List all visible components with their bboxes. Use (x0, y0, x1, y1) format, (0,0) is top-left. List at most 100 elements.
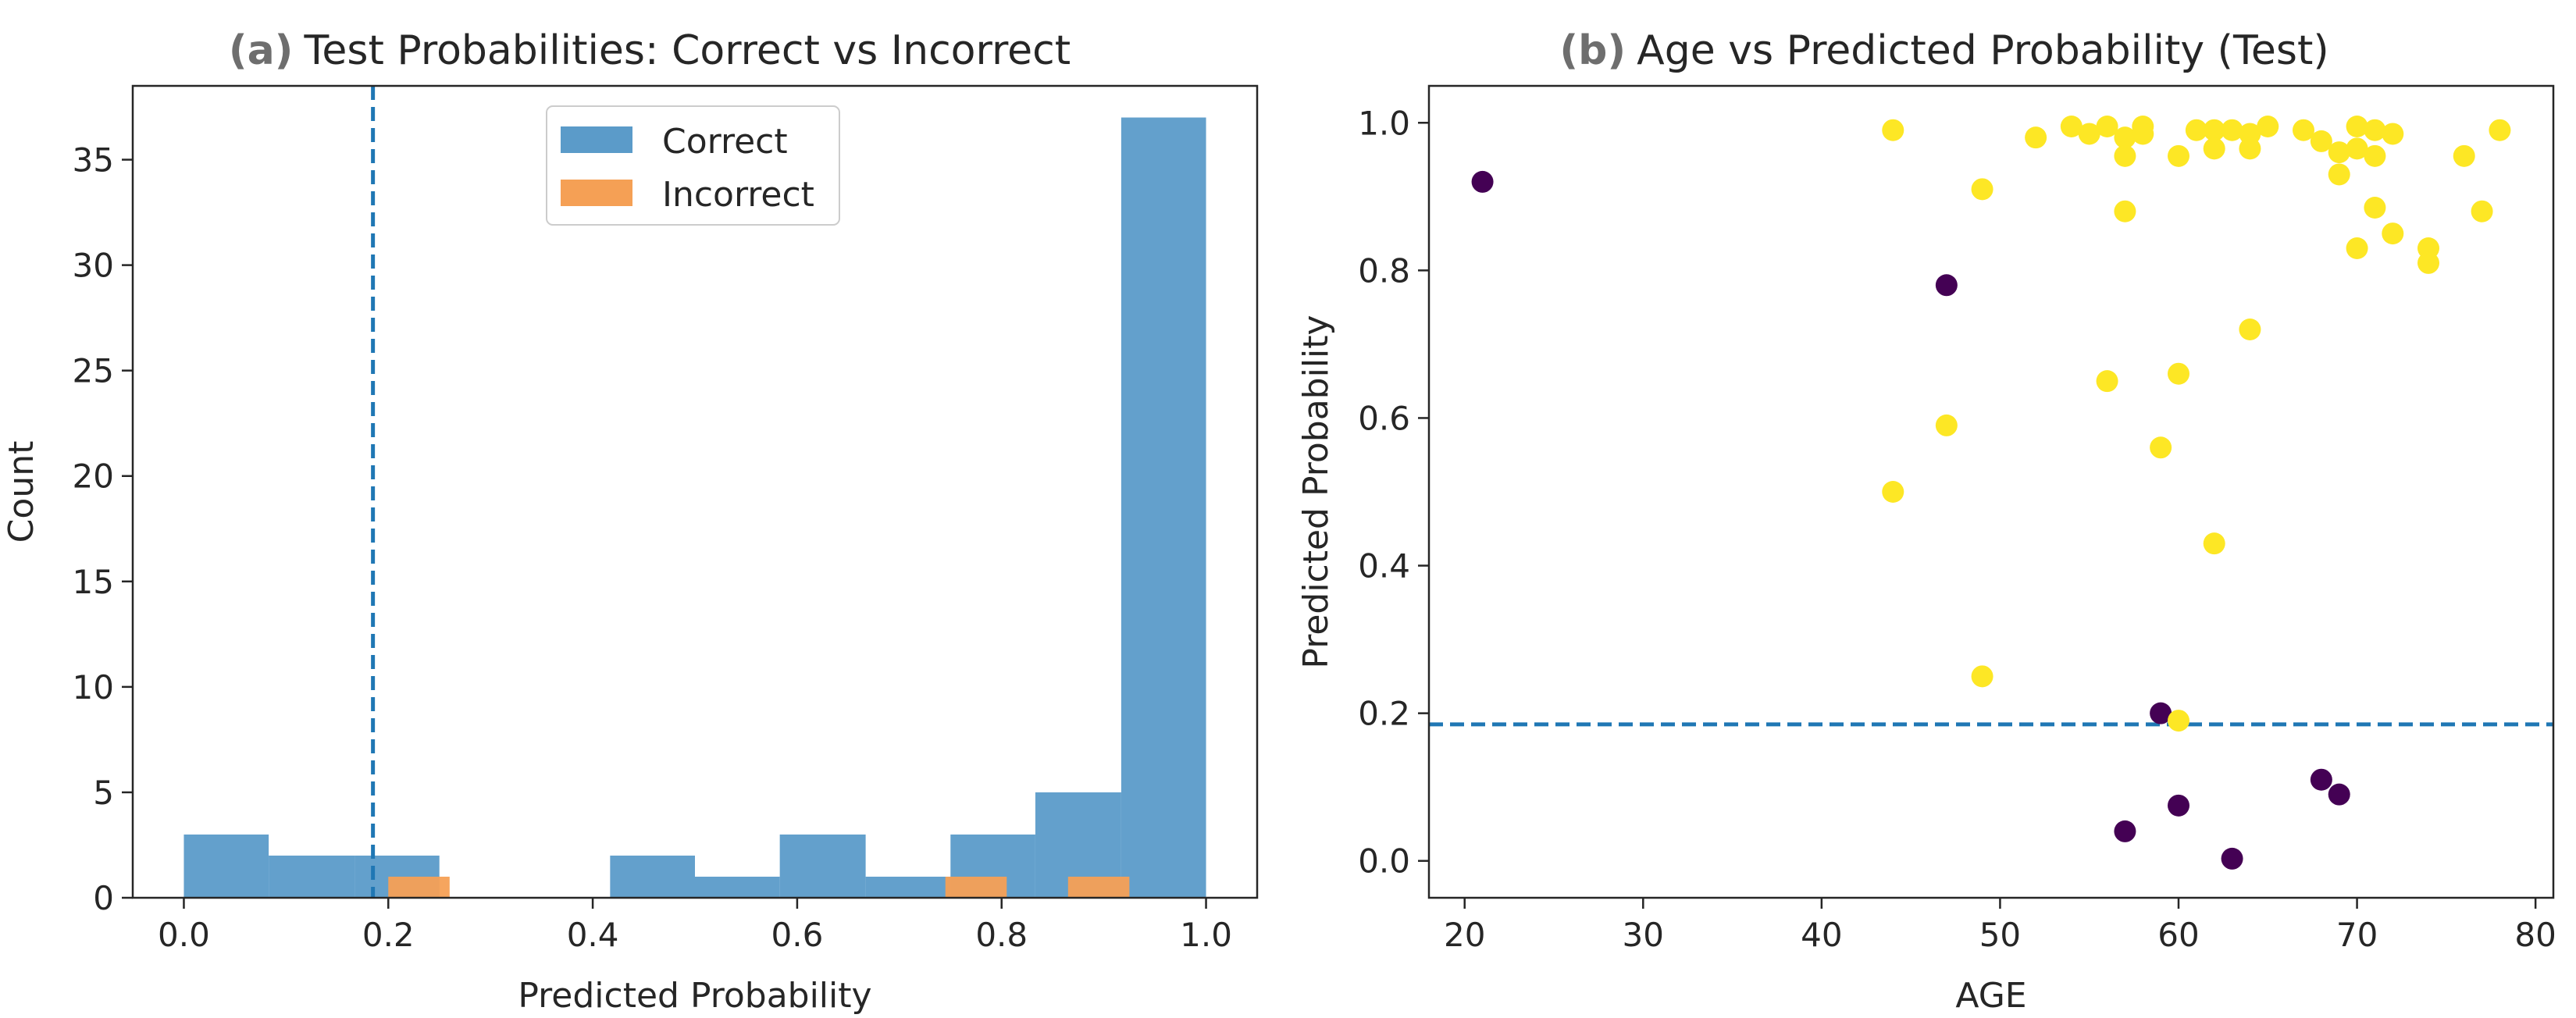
scatter-x-tick-label: 80 (2514, 916, 2556, 954)
scatter-y-tick-label: 0.4 (1358, 547, 1410, 586)
histogram-title-text: Test Probabilities: Correct vs Incorrect (303, 27, 1071, 74)
scatter-point-class-0 (2150, 702, 2172, 724)
histogram-y-tick-label: 25 (73, 352, 114, 390)
histogram-plot-frame (131, 84, 1259, 899)
scatter-point-class-1 (2453, 144, 2475, 167)
scatter-x-tick-label: 20 (1444, 916, 1485, 954)
scatter-points (1471, 116, 2511, 870)
histogram-y-ticks: 0 5 10 15 20 25 30 35 (73, 141, 133, 917)
scatter-point-class-1 (2221, 119, 2243, 141)
histogram-bar-correct (865, 876, 951, 898)
histogram-bars (183, 117, 1206, 899)
scatter-point-class-1 (2382, 123, 2404, 145)
histogram-bar-incorrect (388, 876, 450, 898)
scatter-point-class-1 (1971, 178, 1993, 201)
scatter-title-text: Age vs Predicted Probability (Test) (1637, 27, 2329, 74)
histogram-bar-incorrect (945, 876, 1007, 898)
scatter-point-class-1 (2203, 119, 2225, 141)
histogram-y-tick-label: 20 (73, 457, 114, 496)
scatter-x-tick-label: 40 (1801, 916, 1842, 954)
histogram-x-tick-label: 0.8 (975, 916, 1028, 954)
histogram-x-ticks: 0.0 0.2 0.4 0.6 0.8 1.0 (158, 898, 1232, 954)
legend-swatch-incorrect (561, 180, 632, 206)
histogram-bar-correct (610, 855, 695, 898)
scatter-plot-frame (1427, 84, 2555, 899)
scatter-y-tick-label: 1.0 (1358, 104, 1410, 142)
scatter-y-ticks: 0.0 0.2 0.4 0.6 0.8 1.0 (1358, 104, 1429, 881)
histogram-y-tick-label: 30 (73, 247, 114, 285)
scatter-y-tick-label: 0.0 (1358, 842, 1410, 881)
scatter-title: (b) Age vs Predicted Probability (Test) (1559, 27, 2328, 74)
scatter-point-class-1 (2310, 130, 2332, 152)
scatter-point-class-1 (1882, 119, 1904, 141)
scatter-x-tick-label: 60 (2157, 916, 2199, 954)
histogram-x-tick-label: 0.2 (362, 916, 415, 954)
scatter-point-class-1 (2239, 319, 2261, 340)
scatter-y-tick-label: 0.2 (1358, 695, 1410, 733)
scatter-y-tick-label: 0.8 (1358, 251, 1410, 290)
scatter-point-class-0 (1471, 170, 1494, 193)
scatter-point-class-1 (2346, 116, 2368, 137)
histogram-x-tick-label: 1.0 (1180, 916, 1232, 954)
histogram-x-tick-label: 0.4 (567, 916, 619, 954)
scatter-title-prefix: (b) (1559, 27, 1626, 74)
legend-label-incorrect: Incorrect (662, 175, 814, 215)
scatter-point-class-1 (2489, 119, 2511, 141)
histogram-x-axis-label: Predicted Probability (518, 976, 871, 1016)
scatter-point-class-0 (2328, 783, 2350, 806)
scatter-point-class-1 (2328, 163, 2350, 186)
histogram-y-axis-label: Count (2, 441, 41, 543)
histogram-y-tick-label: 10 (73, 668, 114, 707)
scatter-point-class-1 (2328, 141, 2350, 164)
histogram-title: (a) Test Probabilities: Correct vs Incorr… (229, 27, 1071, 74)
histogram-y-tick-label: 5 (93, 774, 114, 812)
scatter-point-class-1 (2417, 251, 2439, 274)
scatter-point-class-1 (2096, 116, 2118, 137)
scatter-point-class-1 (2168, 710, 2189, 732)
scatter-point-class-1 (2382, 222, 2404, 245)
scatter-point-class-1 (2096, 370, 2118, 393)
scatter-point-class-0 (2168, 794, 2189, 817)
scatter-point-class-0 (1935, 274, 1958, 297)
histogram-x-tick-label: 0.0 (158, 916, 210, 954)
histogram-bar-correct (695, 876, 780, 898)
scatter-point-class-1 (2346, 137, 2368, 160)
scatter-point-class-1 (2168, 362, 2189, 385)
histogram-legend: Correct Incorrect (546, 105, 840, 226)
scatter-point-class-1 (2203, 137, 2225, 160)
scatter-point-class-1 (2168, 144, 2189, 167)
legend-label-correct: Correct (662, 122, 788, 162)
scatter-point-class-1 (2078, 123, 2100, 145)
scatter-point-class-1 (2364, 119, 2386, 141)
scatter-point-class-1 (2471, 200, 2493, 222)
scatter-point-class-1 (2060, 116, 2083, 137)
scatter-point-class-1 (1971, 665, 1993, 688)
legend-swatch-correct (561, 126, 632, 153)
scatter-point-class-0 (2310, 768, 2332, 791)
histogram-bar-correct (183, 834, 269, 898)
scatter-point-class-1 (2114, 126, 2136, 149)
histogram-y-tick-label: 35 (73, 141, 114, 180)
scatter-x-ticks: 20 30 40 50 60 70 80 (1444, 898, 2556, 954)
scatter-x-tick-label: 30 (1623, 916, 1664, 954)
scatter-point-class-1 (2257, 116, 2279, 137)
scatter-y-tick-label: 0.6 (1358, 399, 1410, 437)
histogram-bar-incorrect (1067, 876, 1130, 898)
scatter-x-axis-label: AGE (1955, 976, 2026, 1016)
scatter-point-class-1 (2293, 119, 2314, 141)
histogram-title-prefix: (a) (229, 27, 294, 74)
scatter-point-class-1 (2239, 137, 2261, 160)
scatter-point-class-0 (2221, 847, 2243, 870)
histogram-x-tick-label: 0.6 (771, 916, 824, 954)
histogram-bar-correct (269, 855, 355, 898)
scatter-point-class-1 (1882, 481, 1904, 503)
scatter-point-class-1 (2364, 144, 2386, 167)
scatter-x-tick-label: 70 (2336, 916, 2378, 954)
histogram-y-tick-label: 0 (93, 879, 114, 917)
scatter-point-class-1 (2185, 119, 2207, 141)
scatter-point-class-1 (2203, 532, 2225, 555)
scatter-point-class-1 (2114, 200, 2136, 222)
scatter-x-tick-label: 50 (1979, 916, 2021, 954)
scatter-point-class-1 (2150, 436, 2172, 459)
